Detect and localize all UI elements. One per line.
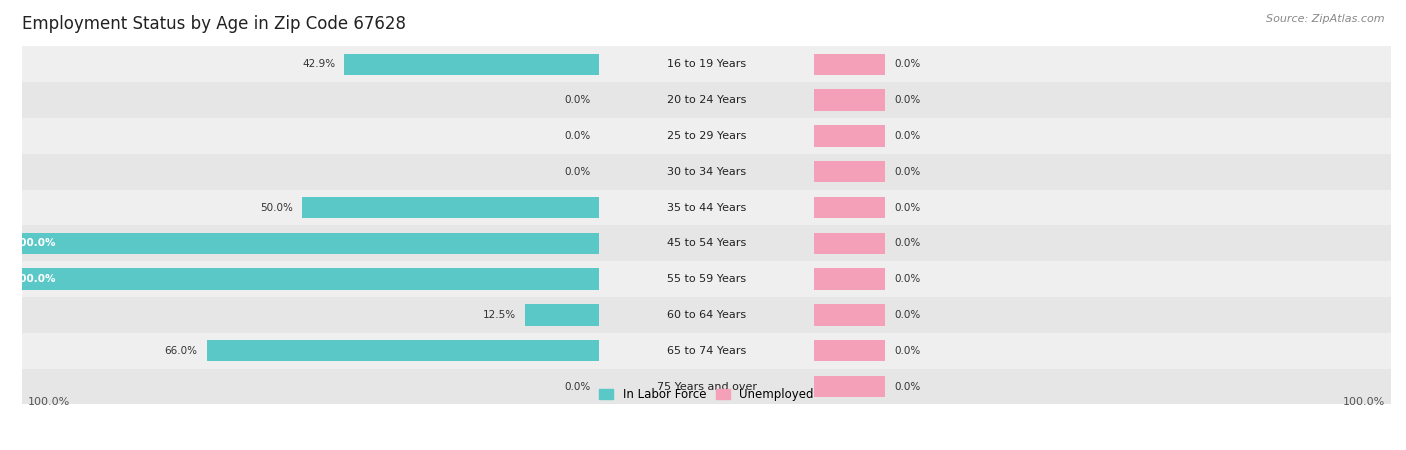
Text: 20 to 24 Years: 20 to 24 Years <box>666 95 747 105</box>
Bar <box>22 154 1391 189</box>
Text: 66.0%: 66.0% <box>165 346 198 356</box>
Text: 100.0%: 100.0% <box>1343 397 1385 407</box>
Bar <box>302 197 599 218</box>
Bar <box>4 233 599 254</box>
Bar <box>814 90 886 111</box>
Text: 0.0%: 0.0% <box>894 202 921 212</box>
Text: 0.0%: 0.0% <box>894 131 921 141</box>
Bar <box>814 161 886 183</box>
Text: 0.0%: 0.0% <box>894 274 921 284</box>
Text: 55 to 59 Years: 55 to 59 Years <box>666 274 747 284</box>
Text: 25 to 29 Years: 25 to 29 Years <box>666 131 747 141</box>
Text: Employment Status by Age in Zip Code 67628: Employment Status by Age in Zip Code 676… <box>22 15 406 33</box>
Text: 0.0%: 0.0% <box>894 310 921 320</box>
Text: 100.0%: 100.0% <box>13 274 56 284</box>
Bar <box>22 189 1391 225</box>
Text: 16 to 19 Years: 16 to 19 Years <box>666 59 747 69</box>
Text: 0.0%: 0.0% <box>894 346 921 356</box>
Text: 35 to 44 Years: 35 to 44 Years <box>666 202 747 212</box>
Bar <box>814 340 886 361</box>
Bar <box>22 297 1391 333</box>
Bar <box>814 54 886 75</box>
Bar <box>22 369 1391 405</box>
Text: 50.0%: 50.0% <box>260 202 292 212</box>
Text: 0.0%: 0.0% <box>894 95 921 105</box>
Bar <box>207 340 599 361</box>
Text: 0.0%: 0.0% <box>564 131 591 141</box>
Text: 100.0%: 100.0% <box>28 397 70 407</box>
Text: 100.0%: 100.0% <box>13 238 56 248</box>
Text: 60 to 64 Years: 60 to 64 Years <box>666 310 747 320</box>
Bar <box>814 376 886 397</box>
Bar <box>814 268 886 290</box>
Text: 45 to 54 Years: 45 to 54 Years <box>666 238 747 248</box>
Bar <box>344 54 599 75</box>
Bar <box>814 304 886 326</box>
Text: 42.9%: 42.9% <box>302 59 335 69</box>
Bar <box>22 118 1391 154</box>
Text: 0.0%: 0.0% <box>564 167 591 177</box>
Bar <box>814 197 886 218</box>
Bar <box>22 46 1391 82</box>
Text: 0.0%: 0.0% <box>894 59 921 69</box>
Bar <box>22 261 1391 297</box>
Text: 0.0%: 0.0% <box>564 95 591 105</box>
Bar <box>4 268 599 290</box>
Text: 30 to 34 Years: 30 to 34 Years <box>666 167 747 177</box>
Text: 0.0%: 0.0% <box>564 382 591 392</box>
Text: 0.0%: 0.0% <box>894 238 921 248</box>
Bar <box>814 233 886 254</box>
Text: 0.0%: 0.0% <box>894 382 921 392</box>
Text: 0.0%: 0.0% <box>894 167 921 177</box>
Bar <box>22 333 1391 369</box>
Text: 65 to 74 Years: 65 to 74 Years <box>666 346 747 356</box>
Bar <box>22 225 1391 261</box>
Bar <box>814 125 886 147</box>
Text: 75 Years and over: 75 Years and over <box>657 382 756 392</box>
Bar <box>524 304 599 326</box>
Legend: In Labor Force, Unemployed: In Labor Force, Unemployed <box>595 383 818 406</box>
Bar <box>22 82 1391 118</box>
Text: 12.5%: 12.5% <box>484 310 516 320</box>
Text: Source: ZipAtlas.com: Source: ZipAtlas.com <box>1267 14 1385 23</box>
